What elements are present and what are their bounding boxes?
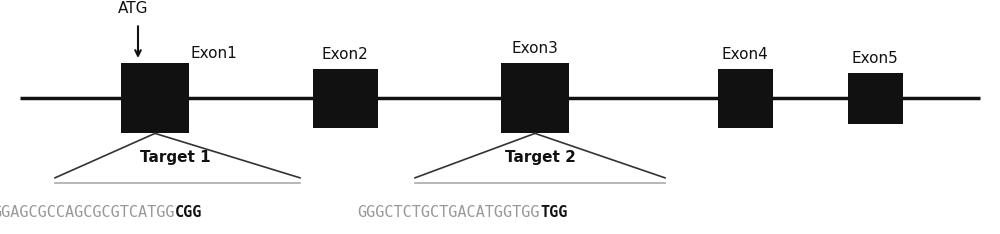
- Text: Exon2: Exon2: [322, 47, 368, 62]
- Text: TGG: TGG: [540, 205, 567, 220]
- Text: Exon3: Exon3: [512, 41, 558, 56]
- Text: Exon5: Exon5: [852, 51, 898, 66]
- Bar: [312, 69, 378, 128]
- Text: Target 1: Target 1: [140, 150, 210, 165]
- Bar: [121, 63, 189, 133]
- Text: CGG: CGG: [175, 205, 202, 220]
- Text: Target 2: Target 2: [505, 150, 575, 165]
- Bar: [718, 69, 772, 128]
- Text: ATG: ATG: [118, 1, 148, 16]
- Bar: [848, 73, 902, 124]
- Text: GGGCTCTGCTGACATGGTGG: GGGCTCTGCTGACATGGTGG: [358, 205, 540, 220]
- Bar: [501, 63, 569, 133]
- Text: Exon4: Exon4: [722, 47, 768, 62]
- Text: Exon1: Exon1: [191, 46, 238, 61]
- Text: GGAGCGCCAGCGCGTCATGG: GGAGCGCCAGCGCGTCATGG: [0, 205, 175, 220]
